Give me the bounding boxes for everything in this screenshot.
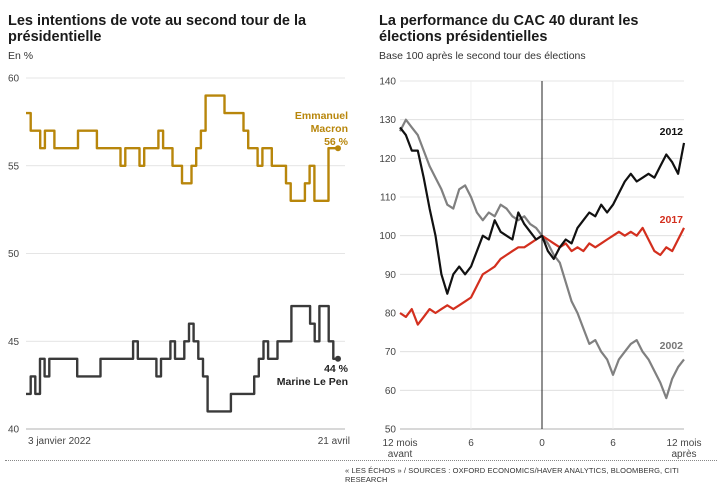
series-label-macron: Macron <box>311 123 348 135</box>
chart1-title: Les intentions de vote au second tour de… <box>8 13 307 45</box>
y-tick-label: 50 <box>385 425 397 436</box>
y-tick-label: 100 <box>379 231 396 242</box>
y-tick-label: 55 <box>8 161 20 172</box>
y-tick-label: 90 <box>385 270 397 281</box>
series-label-macron: 56 % <box>324 136 349 148</box>
x-tick-label: 12 mois <box>666 438 701 449</box>
series-line <box>26 304 338 413</box>
y-tick-label: 140 <box>379 77 396 88</box>
chart1-subtitle: En % <box>8 50 34 62</box>
series-label-le-pen: Marine Le Pen <box>277 376 348 388</box>
y-tick-label: 120 <box>379 154 396 165</box>
y-tick-label: 60 <box>8 74 20 85</box>
end-point-marker <box>335 145 341 152</box>
x-before-label: avant <box>388 449 413 460</box>
source-footer: « LES ÉCHOS » / SOURCES : OXFORD ECONOMI… <box>345 466 679 484</box>
x-tick-label: 12 mois <box>382 438 417 449</box>
series-label-macron: Emmanuel <box>295 110 348 122</box>
x-tick-label: 6 <box>610 438 616 449</box>
y-tick-label: 80 <box>385 309 397 320</box>
y-tick-label: 40 <box>8 425 20 436</box>
end-point-marker <box>335 355 341 362</box>
y-tick-label: 50 <box>8 249 20 260</box>
x-tick-label: 6 <box>468 438 474 449</box>
series-label-2002: 2002 <box>660 340 684 352</box>
chart2-title: La performance du CAC 40 durant les élec… <box>379 13 639 45</box>
footer-divider <box>5 460 717 461</box>
y-tick-label: 45 <box>8 337 20 348</box>
x-end-label: 21 avril <box>318 436 350 447</box>
y-tick-label: 130 <box>379 115 396 126</box>
x-tick-label: 0 <box>539 438 545 449</box>
x-after-label: après <box>671 449 696 460</box>
series-line <box>26 94 338 202</box>
series-label-2012: 2012 <box>660 126 684 138</box>
chart2-subtitle: Base 100 après le second tour des électi… <box>379 50 586 62</box>
series-line-2012 <box>399 126 686 295</box>
series-label-le-pen: 44 % <box>324 363 349 375</box>
series-label-2017: 2017 <box>660 214 684 226</box>
x-start-label: 3 janvier 2022 <box>28 436 91 447</box>
y-tick-label: 70 <box>385 347 397 358</box>
y-tick-label: 60 <box>385 386 397 397</box>
y-tick-label: 110 <box>380 193 396 204</box>
